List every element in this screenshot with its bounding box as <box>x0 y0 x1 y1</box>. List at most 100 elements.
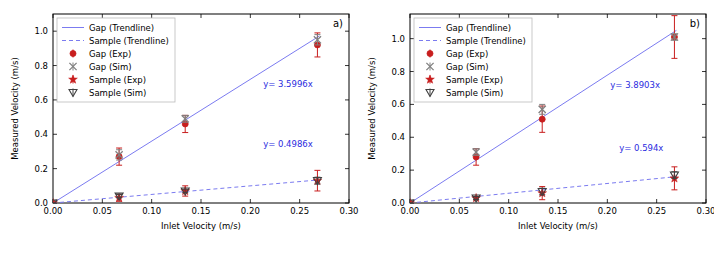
annotation: y= 0.4986x <box>263 139 313 149</box>
legend: Gap (Trendline) Sample (Trendline) Gap (Ex… <box>414 18 532 102</box>
x-tick-top <box>299 14 300 18</box>
y-tick-right <box>345 31 349 32</box>
data-area <box>410 16 679 203</box>
legend-swatch <box>426 75 435 83</box>
y-tick-right <box>345 65 349 66</box>
y-tick-label: 0.6 <box>34 95 48 105</box>
x-tick-top <box>201 14 202 18</box>
y-tick-right <box>345 99 349 100</box>
x-tick-label: 0.30 <box>340 206 359 216</box>
x-tick-top <box>706 14 707 18</box>
x-tick-top <box>508 14 509 18</box>
point <box>53 199 57 203</box>
legend-box <box>414 18 532 102</box>
y-tick-right <box>702 170 706 171</box>
error-bar <box>671 167 677 190</box>
point <box>53 198 57 203</box>
point <box>182 115 189 122</box>
legend-swatch <box>427 51 433 57</box>
error-bar <box>314 170 320 191</box>
y-tick-label: 0.2 <box>391 165 405 175</box>
legend-swatch <box>69 63 76 70</box>
point <box>116 151 123 158</box>
point <box>472 193 481 201</box>
x-tick <box>656 199 657 203</box>
point <box>313 176 322 184</box>
x-tick-top <box>607 14 608 18</box>
x-tick-label: 0.05 <box>93 206 112 216</box>
point <box>115 193 124 201</box>
x-tick-label: 0.10 <box>142 206 161 216</box>
point <box>314 36 321 43</box>
legend-swatch <box>62 40 84 41</box>
y-tick-label: 0.2 <box>34 164 48 174</box>
legend-box <box>57 18 175 102</box>
y-tick <box>53 31 57 32</box>
y-tick <box>53 65 57 66</box>
x-tick-label: 0.20 <box>598 206 617 216</box>
x-tick <box>299 199 300 203</box>
y-tick-right <box>702 38 706 39</box>
y-tick-right <box>345 134 349 135</box>
y-tick-label: 0.8 <box>391 67 405 77</box>
y-tick-right <box>702 71 706 72</box>
x-tick-label: 0.15 <box>192 206 211 216</box>
data-area <box>53 33 322 203</box>
y-tick <box>53 99 57 100</box>
error-bar <box>314 35 320 45</box>
x-tick <box>250 199 251 203</box>
x-tick <box>558 199 559 203</box>
legend-label: Gap (Trendline) <box>89 23 154 33</box>
y-tick-label: 0.4 <box>391 132 405 142</box>
error-bar <box>182 115 188 132</box>
point <box>313 178 321 185</box>
legend-label: Gap (Trendline) <box>446 23 511 33</box>
legend-label: Gap (Exp) <box>446 49 488 59</box>
trendline <box>410 30 676 203</box>
x-tick <box>607 199 608 203</box>
legend-label: Sample (Exp) <box>89 75 146 85</box>
point <box>115 193 123 200</box>
error-bar <box>671 172 677 179</box>
error-bar <box>314 177 320 184</box>
legend-label: Sample (Sim) <box>446 88 503 98</box>
x-tick-top <box>151 14 152 18</box>
y-tick <box>410 104 414 105</box>
y-tick <box>410 38 414 39</box>
point <box>539 106 546 113</box>
point <box>538 189 547 197</box>
y-tick-right <box>702 137 706 138</box>
error-bar <box>473 149 479 156</box>
x-tick <box>508 199 509 203</box>
figure: 0.000.050.100.150.200.250.300.00.20.40.6… <box>0 0 714 278</box>
y-tick <box>410 170 414 171</box>
y-tick-right <box>702 203 706 204</box>
x-tick-top <box>410 14 411 18</box>
background <box>0 0 714 278</box>
x-axis-label: Inlet Velocity (m/s) <box>518 221 598 231</box>
legend-swatch <box>426 90 434 97</box>
legend: Gap (Trendline)Sample (Trendline)Gap (Ex… <box>57 18 175 102</box>
y-tick-label: 0.0 <box>391 198 405 208</box>
x-tick <box>459 199 460 203</box>
point <box>671 33 678 40</box>
error-bar <box>671 16 677 59</box>
legend-swatch <box>69 75 78 83</box>
error-bar <box>539 188 545 195</box>
point <box>181 186 190 194</box>
y-axis-label: Measured Velocity (m/s) <box>10 57 20 159</box>
error-bar <box>539 106 545 132</box>
legend-label: Sample (Exp) <box>446 75 503 85</box>
point <box>181 188 189 195</box>
y-tick <box>53 168 57 169</box>
legend-label: Gap (Exp) <box>89 49 131 59</box>
x-axis-label: Inlet Velocity (m/s) <box>161 221 241 231</box>
legend-swatch <box>419 27 441 28</box>
y-tick-right <box>345 168 349 169</box>
legend-swatch <box>70 51 76 57</box>
error-bar <box>182 115 188 122</box>
x-tick-label: 0.15 <box>549 206 568 216</box>
x-tick-label: 0.05 <box>450 206 469 216</box>
legend-label: Sample (Trendline) <box>446 36 526 46</box>
trendline <box>410 177 676 203</box>
